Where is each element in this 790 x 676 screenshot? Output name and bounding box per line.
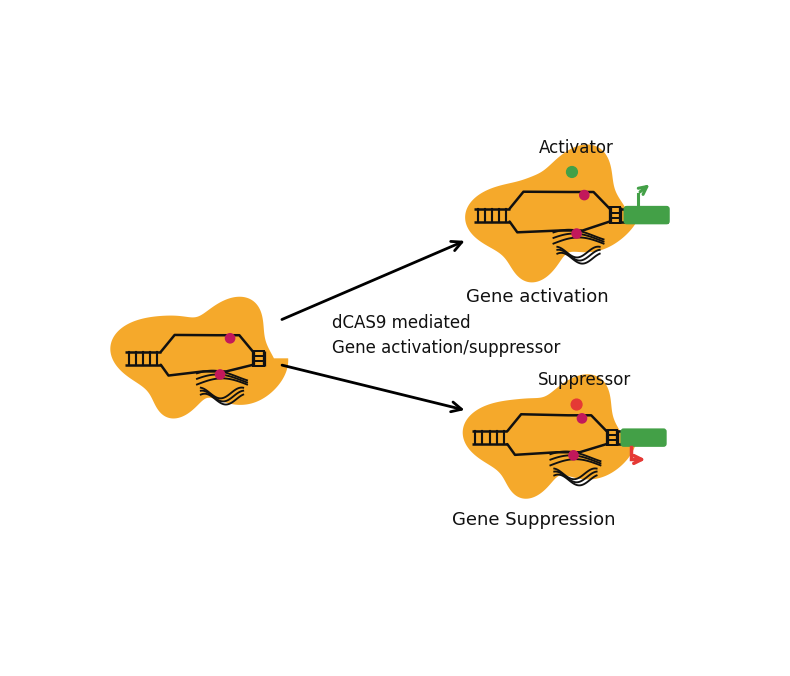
Circle shape — [569, 451, 578, 460]
Circle shape — [225, 334, 235, 343]
Text: Suppressor: Suppressor — [538, 371, 631, 389]
Text: Gene Suppression: Gene Suppression — [453, 511, 616, 529]
Circle shape — [572, 229, 581, 238]
Circle shape — [216, 370, 224, 379]
FancyBboxPatch shape — [620, 429, 667, 447]
Polygon shape — [111, 297, 288, 418]
Circle shape — [566, 166, 577, 177]
Polygon shape — [463, 375, 637, 499]
Circle shape — [571, 399, 582, 410]
FancyBboxPatch shape — [623, 206, 670, 224]
Text: Gene activation: Gene activation — [466, 288, 608, 306]
Polygon shape — [465, 145, 640, 283]
Circle shape — [577, 414, 587, 423]
Circle shape — [580, 191, 589, 199]
Text: Activator: Activator — [538, 139, 613, 157]
Text: dCAS9 mediated
Gene activation/suppressor: dCAS9 mediated Gene activation/suppresso… — [332, 314, 560, 358]
